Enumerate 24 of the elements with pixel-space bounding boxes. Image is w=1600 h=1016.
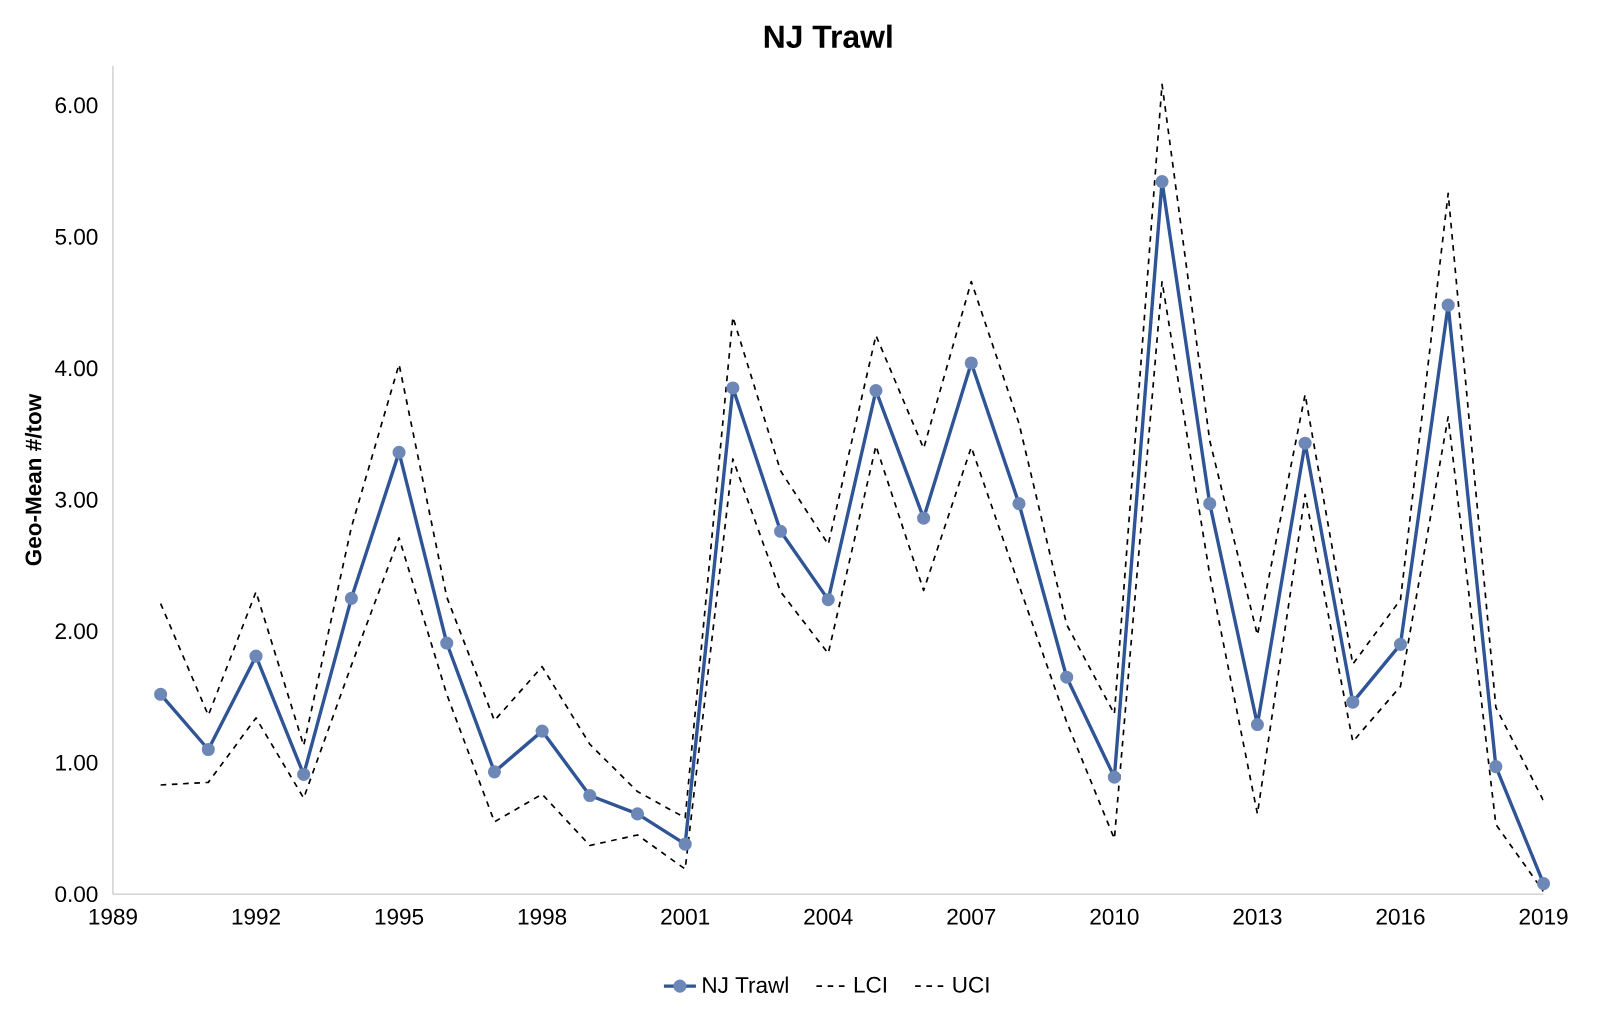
x-tick-label: 2001 bbox=[661, 908, 710, 925]
line-series bbox=[159, 83, 1544, 819]
chart-title: NJ Trawl bbox=[764, 24, 892, 48]
x-tick-label: 1998 bbox=[518, 908, 567, 925]
x-tick-label: 1989 bbox=[89, 908, 137, 925]
y-axis-title: Geo-Mean #/tow bbox=[24, 393, 42, 566]
legend-label: LCI bbox=[854, 976, 886, 993]
legend-label: UCI bbox=[953, 976, 989, 993]
x-tick-label: 2019 bbox=[1519, 908, 1568, 925]
legend-label: NJ Trawl bbox=[703, 976, 788, 993]
x-tick-label: 2013 bbox=[1233, 908, 1282, 925]
x-tick-label: 2016 bbox=[1376, 908, 1425, 925]
x-tick-label: 2010 bbox=[1090, 908, 1139, 925]
x-tick-label: 2004 bbox=[804, 908, 853, 925]
y-tick-label: 0.00 bbox=[55, 885, 98, 902]
y-tick-label: 6.00 bbox=[55, 97, 98, 114]
y-tick-label: 4.00 bbox=[55, 360, 98, 376]
x-tick-label: 1995 bbox=[375, 908, 424, 925]
y-tick-label: 5.00 bbox=[55, 228, 98, 245]
x-tick-label: 2007 bbox=[947, 908, 996, 925]
y-tick-label: 2.00 bbox=[55, 623, 98, 639]
x-tick-label: 1992 bbox=[232, 908, 280, 925]
y-tick-label: 1.00 bbox=[56, 754, 98, 771]
y-tick-label: 3.00 bbox=[55, 491, 98, 508]
